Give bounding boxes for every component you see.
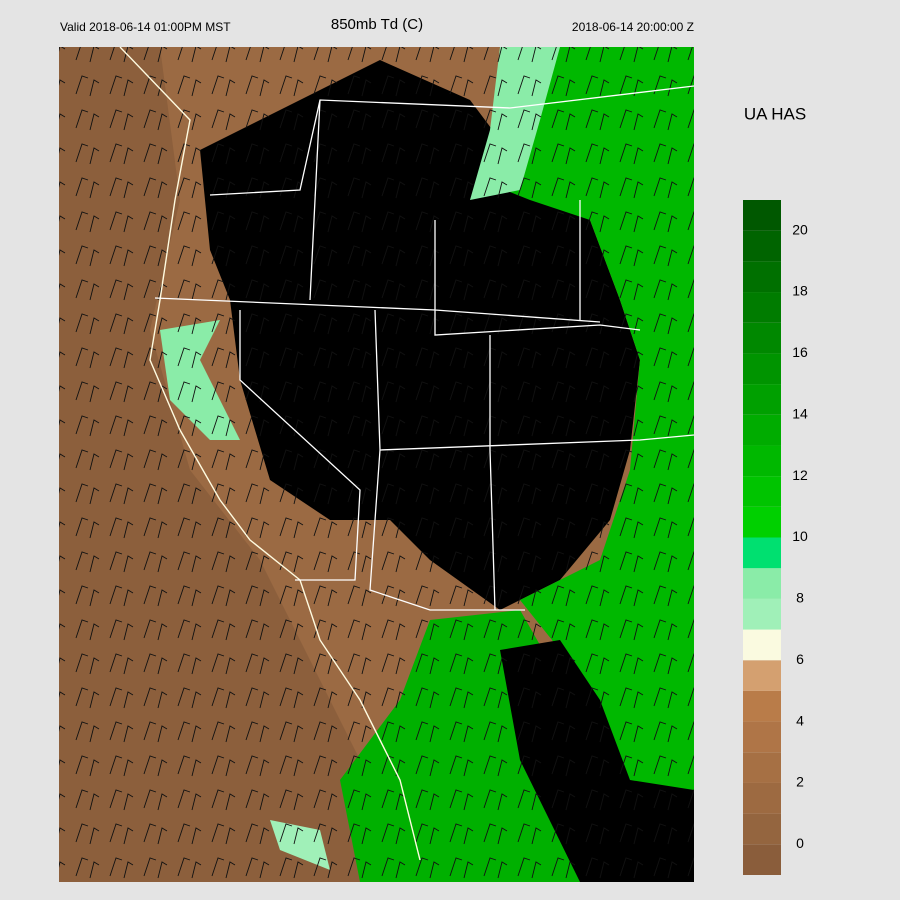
colorbar-segment <box>743 844 781 875</box>
valid-time: Valid 2018-06-14 01:00PM MST <box>60 20 231 34</box>
colorbar-segment <box>743 322 781 354</box>
colorbar-segment <box>743 568 781 599</box>
colorbar-segment <box>743 782 781 814</box>
state-borders <box>154 85 694 611</box>
colorbar-segment <box>743 752 781 783</box>
colorbar-tick-label: 20 <box>792 221 808 237</box>
product-label: UA HAS <box>744 104 806 123</box>
colorbar-tick-label: 10 <box>792 528 808 544</box>
colorbar-segment <box>743 598 781 630</box>
colorbar-segment <box>743 721 781 753</box>
analysis-time: 2018-06-14 20:00:00 Z <box>572 20 694 34</box>
map-title: 850mb Td (C) <box>331 16 423 33</box>
colorbar-tick-label: 8 <box>796 590 804 606</box>
colorbar-segment <box>743 353 781 385</box>
colorbar-segment <box>743 660 781 691</box>
colorbar-segment <box>743 261 781 293</box>
colorbar-segment <box>743 414 781 446</box>
colorbar-tick-label: 6 <box>796 651 804 667</box>
coastline <box>119 47 421 861</box>
colorbar-segment <box>743 200 781 231</box>
colorbar: 0 2 4 6 8 10 12 14 16 18 20 <box>743 200 808 875</box>
colorbar-segment <box>743 230 781 262</box>
colorbar-tick-label: 14 <box>792 405 808 421</box>
map <box>59 47 694 882</box>
colorbar-tick-label: 2 <box>796 774 804 790</box>
colorbar-tick-label: 4 <box>796 712 804 728</box>
colorbar-segment <box>743 445 781 477</box>
colorbar-tick-label: 18 <box>792 283 808 299</box>
colorbar-segment <box>743 537 781 569</box>
colorbar-segment <box>743 292 781 323</box>
colorbar-segment <box>743 506 781 538</box>
colorbar-tick-label: 12 <box>792 467 808 483</box>
colorbar-segment <box>743 813 781 845</box>
colorbar-tick-label: 16 <box>792 344 808 360</box>
colorbar-segment <box>743 384 781 415</box>
colorbar-tick-label: 0 <box>796 835 804 851</box>
colorbar-segment <box>743 629 781 661</box>
colorbar-segment <box>743 476 781 507</box>
colorbar-segment <box>743 690 781 722</box>
wind-barbs <box>59 47 694 882</box>
